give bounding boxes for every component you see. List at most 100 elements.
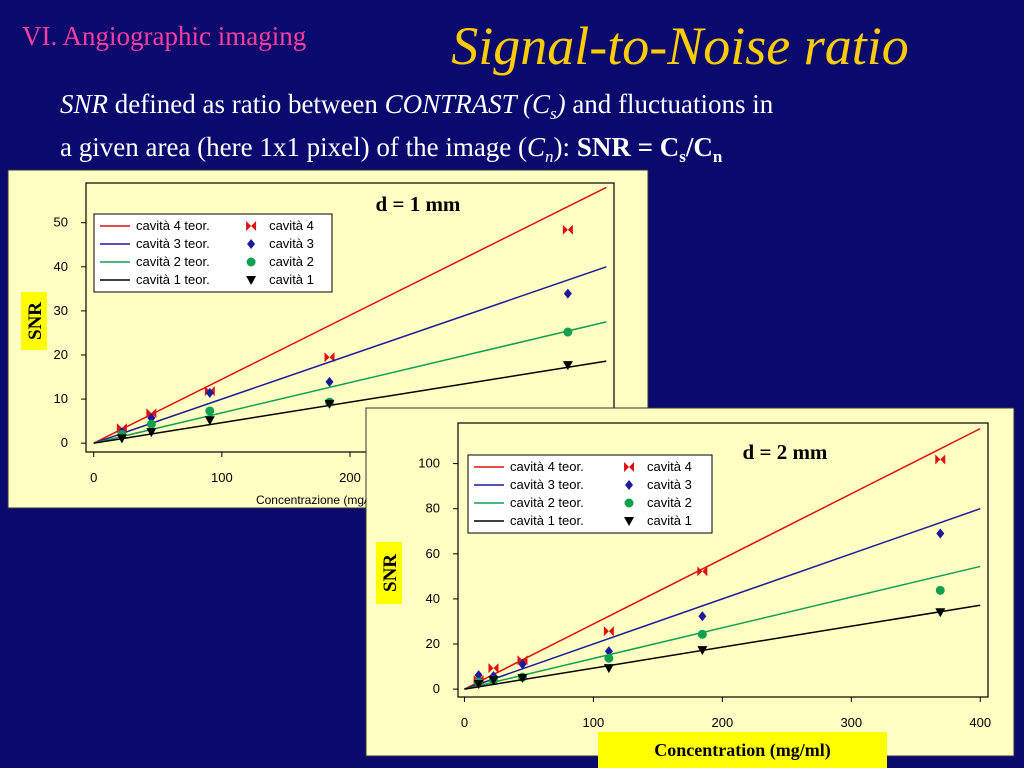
section-label: VI. Angiographic imaging <box>22 21 306 51</box>
legend-label: cavità 2 <box>269 254 314 269</box>
subtitle-run: SNR <box>60 89 109 119</box>
legend-marker <box>624 462 635 472</box>
legend-marker <box>625 480 634 490</box>
legend-label: cavità 1 <box>647 513 692 528</box>
theory-line <box>464 427 981 690</box>
legend-label: cavità 2 <box>647 495 692 510</box>
chart-title: d = 1 mm <box>376 192 461 216</box>
y-tick-label: 0 <box>433 681 440 696</box>
legend-label: cavità 4 <box>647 459 692 474</box>
subtitle-run: n <box>713 147 723 166</box>
data-point <box>562 224 573 235</box>
x-tick-label: 300 <box>840 715 862 730</box>
x-tick-label: 200 <box>712 715 734 730</box>
legend-marker <box>246 221 257 231</box>
data-point <box>324 399 335 409</box>
subtitle-run: s <box>679 147 686 166</box>
subtitle-run: and fluctuations in <box>566 89 774 119</box>
slide-title: Signal-to-Noise ratio <box>451 16 909 76</box>
x-axis-label: Concentration (mg/ml) <box>654 740 830 761</box>
legend-label: cavità 3 <box>647 477 692 492</box>
x-tick-label: 0 <box>90 470 97 485</box>
subtitle-run: n <box>545 147 554 166</box>
x-tick-label: 100 <box>211 470 233 485</box>
x-axis-label: Concentrazione (mg/ml) <box>256 493 384 507</box>
legend-box <box>93 213 333 293</box>
data-point <box>603 626 614 637</box>
data-point <box>517 674 528 684</box>
data-point <box>562 361 573 371</box>
chart-title: d = 2 mm <box>743 440 828 464</box>
y-tick-label: 40 <box>54 259 68 274</box>
data-point <box>324 352 335 363</box>
y-label-box <box>376 542 402 604</box>
y-tick-label: 40 <box>426 591 440 606</box>
legend-label: cavità 3 teor. <box>510 477 584 492</box>
x-label-box <box>598 732 887 768</box>
subtitle-line: SNR defined as ratio between CONTRAST (C… <box>60 89 774 123</box>
legend-box <box>467 454 713 534</box>
data-point <box>697 629 707 639</box>
y-tick-label: 60 <box>426 546 440 561</box>
subtitle-run: ) <box>555 89 566 119</box>
legend-label: cavità 3 teor. <box>136 236 210 251</box>
legend-label: cavità 1 <box>269 272 314 287</box>
legend-marker <box>624 517 635 526</box>
data-point <box>116 434 127 444</box>
subtitle-run: : <box>563 132 577 162</box>
legend-marker <box>246 276 257 285</box>
data-point <box>603 664 614 674</box>
legend-label: cavità 1 teor. <box>136 272 210 287</box>
charts: 010203040500100200300400cavità 4 teor.ca… <box>7 169 1015 768</box>
data-point <box>325 376 334 387</box>
data-point <box>935 454 946 465</box>
legend-label: cavità 4 <box>269 218 314 233</box>
data-point <box>698 611 707 622</box>
legend-label: cavità 1 teor. <box>510 513 584 528</box>
theory-line <box>93 266 607 444</box>
x-tick-label: 100 <box>583 715 605 730</box>
y-tick-label: 100 <box>418 456 440 471</box>
y-tick-label: 80 <box>426 501 440 516</box>
plot-marks <box>464 427 981 690</box>
chart: 0 20 40 60 80 100 0 100 200 300 400 cavità 4 teor. c… <box>365 407 1015 768</box>
data-point <box>936 528 945 539</box>
theory-line <box>93 360 607 444</box>
theory-line <box>93 186 607 444</box>
data-point <box>205 406 215 416</box>
data-point <box>204 416 215 426</box>
subtitle-run: C <box>527 132 546 162</box>
subtitle-run: s <box>550 104 557 123</box>
data-point <box>935 608 946 618</box>
subtitle-run: CONTRAST (C <box>385 89 551 119</box>
y-axis-label: SNR <box>380 554 401 592</box>
data-point <box>146 428 157 438</box>
theory-line <box>464 507 981 690</box>
x-tick-label: 0 <box>461 715 468 730</box>
subtitle-line: a given area (here 1x1 pixel) of the ima… <box>60 132 723 166</box>
data-point <box>473 680 484 690</box>
data-point <box>563 327 573 337</box>
data-point <box>563 288 572 299</box>
theory-line <box>464 565 981 690</box>
legend-label: cavità 4 teor. <box>136 218 210 233</box>
data-point <box>474 670 483 681</box>
y-tick-label: 20 <box>426 636 440 651</box>
data-point <box>488 663 499 674</box>
y-axis-label: SNR <box>25 302 46 340</box>
theory-line <box>464 604 981 690</box>
subtitle-run: a given area (here 1x1 pixel) of the ima… <box>60 132 527 162</box>
y-tick-label: 0 <box>61 435 68 450</box>
legend-label: cavità 2 teor. <box>136 254 210 269</box>
legend-marker <box>246 257 256 267</box>
legend-label: cavità 4 teor. <box>510 459 584 474</box>
plot-marks <box>93 186 607 444</box>
data-point <box>697 566 708 577</box>
data-point <box>935 585 945 595</box>
legend-label: cavità 2 teor. <box>510 495 584 510</box>
data-point <box>205 387 214 398</box>
x-tick-label: 200 <box>339 470 361 485</box>
data-point <box>604 653 614 663</box>
theory-line <box>93 321 607 444</box>
y-tick-label: 50 <box>54 215 68 230</box>
